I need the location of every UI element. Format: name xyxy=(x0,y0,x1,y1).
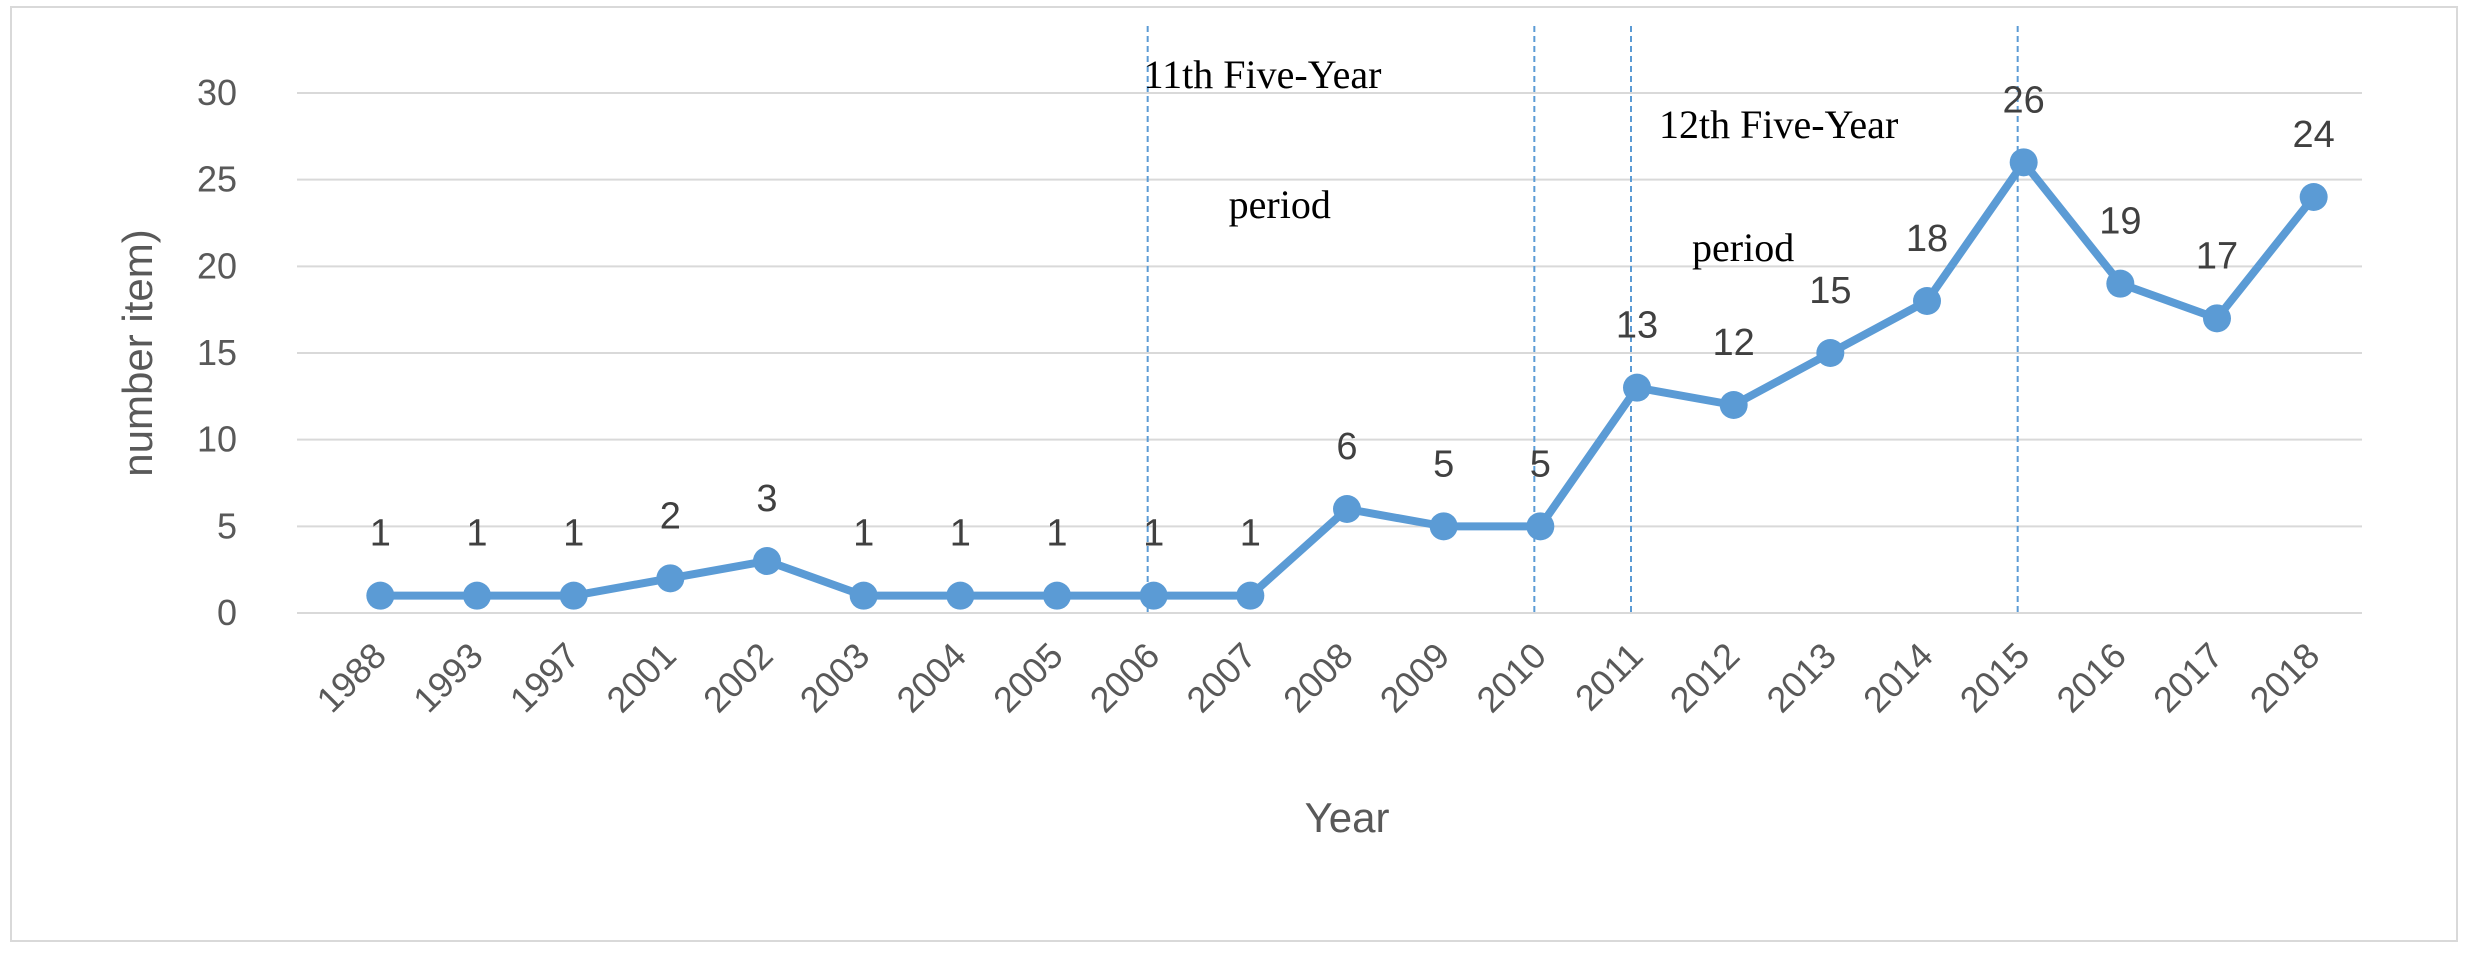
period-label-11th-period: period xyxy=(1229,182,1331,227)
x-tick-label: 2007 xyxy=(1178,635,1264,721)
data-point xyxy=(2106,269,2135,298)
data-point xyxy=(1429,512,1458,541)
data-point xyxy=(366,581,395,610)
data-label: 5 xyxy=(1530,443,1551,485)
data-point xyxy=(849,581,878,610)
x-tick-label: 2017 xyxy=(2145,635,2231,721)
x-tick-label: 2015 xyxy=(1952,635,2038,721)
x-tick-label: 2012 xyxy=(1662,635,1748,721)
y-axis-title: number item) xyxy=(114,229,161,476)
data-label: 12 xyxy=(1713,322,1755,364)
data-point xyxy=(1913,287,1941,315)
y-tick-label: 30 xyxy=(197,72,237,113)
data-label: 1 xyxy=(1240,513,1261,555)
x-tick-label: 2010 xyxy=(1468,635,1554,721)
period-label-12th: 12th Five-Year xyxy=(1659,102,1898,147)
data-label: 2 xyxy=(660,495,681,537)
y-tick-label: 20 xyxy=(197,245,237,286)
y-tick-label: 10 xyxy=(197,419,237,460)
data-point xyxy=(2203,304,2231,333)
y-tick-label: 5 xyxy=(217,505,237,546)
data-label: 1 xyxy=(1046,513,1067,555)
x-tick-label: 2018 xyxy=(2242,635,2328,721)
data-point xyxy=(559,581,588,610)
data-label: 13 xyxy=(1616,305,1658,347)
data-label: 1 xyxy=(950,513,971,555)
data-label: 1 xyxy=(563,513,584,555)
data-point xyxy=(656,564,685,593)
data-point xyxy=(1526,512,1555,541)
data-point xyxy=(1333,495,1361,523)
data-point xyxy=(1623,373,1651,402)
x-tick-label: 2006 xyxy=(1082,635,1168,721)
data-point xyxy=(946,581,975,610)
x-tick-label: 1988 xyxy=(308,635,394,721)
data-point xyxy=(1719,391,1748,419)
x-tick-label: 1997 xyxy=(502,635,588,721)
x-axis-title: Year xyxy=(1305,794,1390,841)
x-tick-label: 2002 xyxy=(695,635,781,721)
y-tick-label: 0 xyxy=(217,592,237,633)
x-tick-label: 2004 xyxy=(888,635,974,721)
data-point xyxy=(463,581,491,610)
data-label: 1 xyxy=(370,513,391,555)
data-label: 1 xyxy=(466,513,487,555)
y-tick-label: 15 xyxy=(197,332,237,373)
data-point xyxy=(2009,148,2038,177)
period-label-11th: 11th Five-Year xyxy=(1144,52,1382,97)
x-tick-label: 2003 xyxy=(792,635,878,721)
data-label: 15 xyxy=(1809,270,1851,312)
data-label: 5 xyxy=(1433,443,1454,485)
x-tick-label: 2014 xyxy=(1855,635,1941,721)
x-tick-label: 2005 xyxy=(985,635,1071,721)
x-tick-label: 2009 xyxy=(1372,635,1458,721)
data-point xyxy=(753,547,781,575)
x-tick-label: 2016 xyxy=(2048,635,2134,721)
data-label: 18 xyxy=(1906,218,1948,260)
x-tick-label: 2001 xyxy=(598,635,684,721)
x-tick-label: 2013 xyxy=(1758,635,1844,721)
x-tick-label: 2011 xyxy=(1567,635,1651,719)
data-label: 17 xyxy=(2196,235,2238,277)
data-label: 26 xyxy=(2003,79,2045,121)
data-label: 1 xyxy=(1143,513,1164,555)
data-label: 6 xyxy=(1336,426,1357,468)
data-label: 19 xyxy=(2099,201,2141,243)
x-tick-label: 1993 xyxy=(405,635,491,721)
period-label-12th-period: period xyxy=(1692,225,1794,270)
y-tick-label: 25 xyxy=(197,159,237,200)
data-point xyxy=(1816,339,1845,367)
data-point xyxy=(1043,581,1071,610)
data-label: 24 xyxy=(2293,114,2335,156)
data-point xyxy=(1139,581,1168,610)
data-label: 1 xyxy=(853,513,874,555)
x-tick-label: 2008 xyxy=(1275,635,1361,721)
data-point xyxy=(2299,183,2328,211)
chart-frame: 0 5 10 15 20 25 30 1988 1993 1997 2001 2002 2003 2004… xyxy=(10,6,2458,942)
data-point xyxy=(1236,581,1265,610)
data-label: 3 xyxy=(756,478,777,520)
